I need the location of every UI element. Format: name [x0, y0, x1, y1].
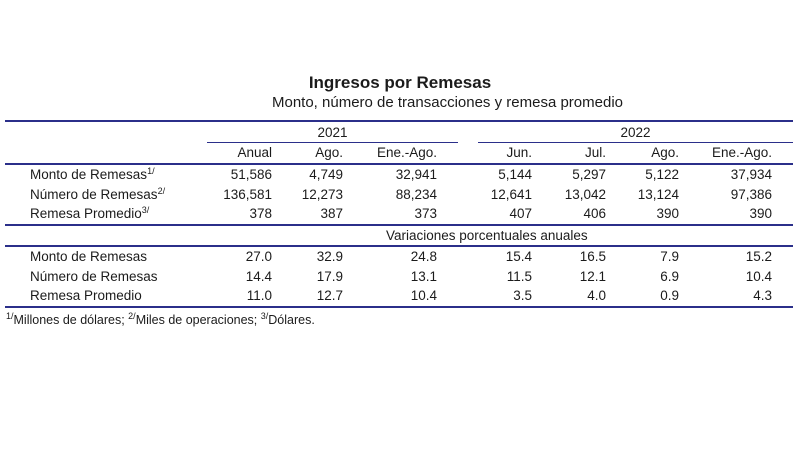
table-cell: 32.9 [316, 249, 343, 264]
bottom-rule [5, 306, 793, 308]
table-cell: 4.3 [753, 288, 772, 303]
table-cell: 136,581 [223, 186, 272, 202]
section-label-rule [5, 245, 793, 247]
footnote-text: Millones de dólares; [13, 313, 129, 327]
footnotes: 1/Millones de dólares; 2/Miles de operac… [6, 312, 315, 328]
table-cell: 12.1 [579, 268, 606, 284]
table-cell: 3.5 [513, 288, 532, 303]
table-cell: 373 [414, 206, 437, 221]
footnote-text: Dólares. [268, 313, 315, 327]
table-cell: 13.1 [410, 268, 437, 284]
table-cell: 11.0 [246, 288, 272, 303]
section-rule [5, 224, 793, 226]
table-cell: 13,124 [637, 186, 679, 202]
table-cell: 5,144 [498, 167, 532, 182]
table-cell: 4,749 [309, 167, 343, 182]
table-cell: 378 [249, 206, 272, 221]
table-cell: 387 [320, 206, 343, 221]
table-cell: 407 [509, 206, 532, 221]
table-subtitle: Monto, número de transacciones y remesa … [271, 94, 623, 111]
row-note: 1/ [147, 166, 155, 176]
table-cell: 10.4 [745, 268, 772, 284]
table-cell: 7.9 [660, 249, 679, 264]
table-cell: 15.4 [505, 249, 532, 264]
table-cell: 37,934 [730, 167, 772, 182]
year-2021-underline [207, 142, 458, 143]
table-cell: 10.4 [410, 288, 437, 303]
row-label: Número de Remesas2/ [30, 185, 166, 203]
year-2022: 2022 [620, 125, 651, 140]
table-cell: 32,941 [395, 167, 437, 182]
table-cell: 12,641 [490, 186, 532, 202]
table-cell: 4.0 [587, 288, 606, 303]
column-header: Ene.-Ago. [376, 145, 437, 160]
row-label: Remesa Promedio3/ [30, 206, 149, 222]
table-cell: 17.9 [316, 268, 343, 284]
table-cell: 406 [583, 206, 606, 221]
row-label-text: Monto de Remesas [30, 167, 148, 182]
top-rule [5, 120, 793, 122]
column-header: Ene.-Ago. [711, 145, 772, 160]
row-note: 2/ [157, 185, 166, 196]
table-cell: 390 [656, 206, 679, 221]
year-2022-underline [478, 142, 793, 143]
footnote-mark: 1/ [6, 311, 14, 321]
table-cell: 12.7 [316, 288, 343, 303]
table-cell: 12,273 [301, 186, 343, 202]
row-label: Remesa Promedio [30, 288, 142, 303]
row-note: 3/ [141, 205, 150, 215]
section-label: Variaciones porcentuales anuales [386, 228, 588, 243]
footnote-mark: 2/ [128, 311, 136, 321]
footnote-text: Miles de operaciones; [135, 313, 261, 327]
table-cell: 15.2 [745, 249, 772, 264]
table-cell: 11.5 [506, 268, 532, 284]
row-label: Monto de Remesas [30, 249, 148, 264]
table-cell: 16.5 [579, 249, 606, 264]
row-label: Monto de Remesas1/ [30, 167, 155, 183]
table-cell: 51,586 [230, 167, 272, 182]
table-title: Ingresos por Remesas [308, 73, 492, 92]
column-header: Ago. [315, 145, 343, 160]
table-cell: 27.0 [245, 249, 272, 264]
table-cell: 390 [749, 206, 772, 221]
row-label: Número de Remesas [30, 268, 158, 284]
column-header: Ago. [651, 145, 679, 160]
table-cell: 6.9 [660, 268, 679, 284]
column-header: Jul. [584, 145, 606, 160]
year-2021: 2021 [317, 125, 348, 140]
table-cell: 0.9 [660, 288, 679, 303]
table-cell: 5,122 [645, 167, 679, 182]
table-cell: 5,297 [572, 167, 606, 182]
row-label-text: Remesa Promedio [30, 206, 142, 221]
footnote-mark: 3/ [260, 311, 269, 321]
row-label-text: Número de Remesas [30, 186, 158, 202]
table-cell: 97,386 [730, 186, 772, 202]
table-cell: 13,042 [564, 186, 606, 202]
column-header: Anual [237, 145, 272, 160]
table-cell: 24.8 [410, 249, 437, 264]
table-cell: 14.4 [245, 268, 272, 284]
column-header: Jun. [506, 145, 532, 160]
header-rule [5, 163, 793, 165]
table-cell: 88,234 [395, 186, 437, 202]
